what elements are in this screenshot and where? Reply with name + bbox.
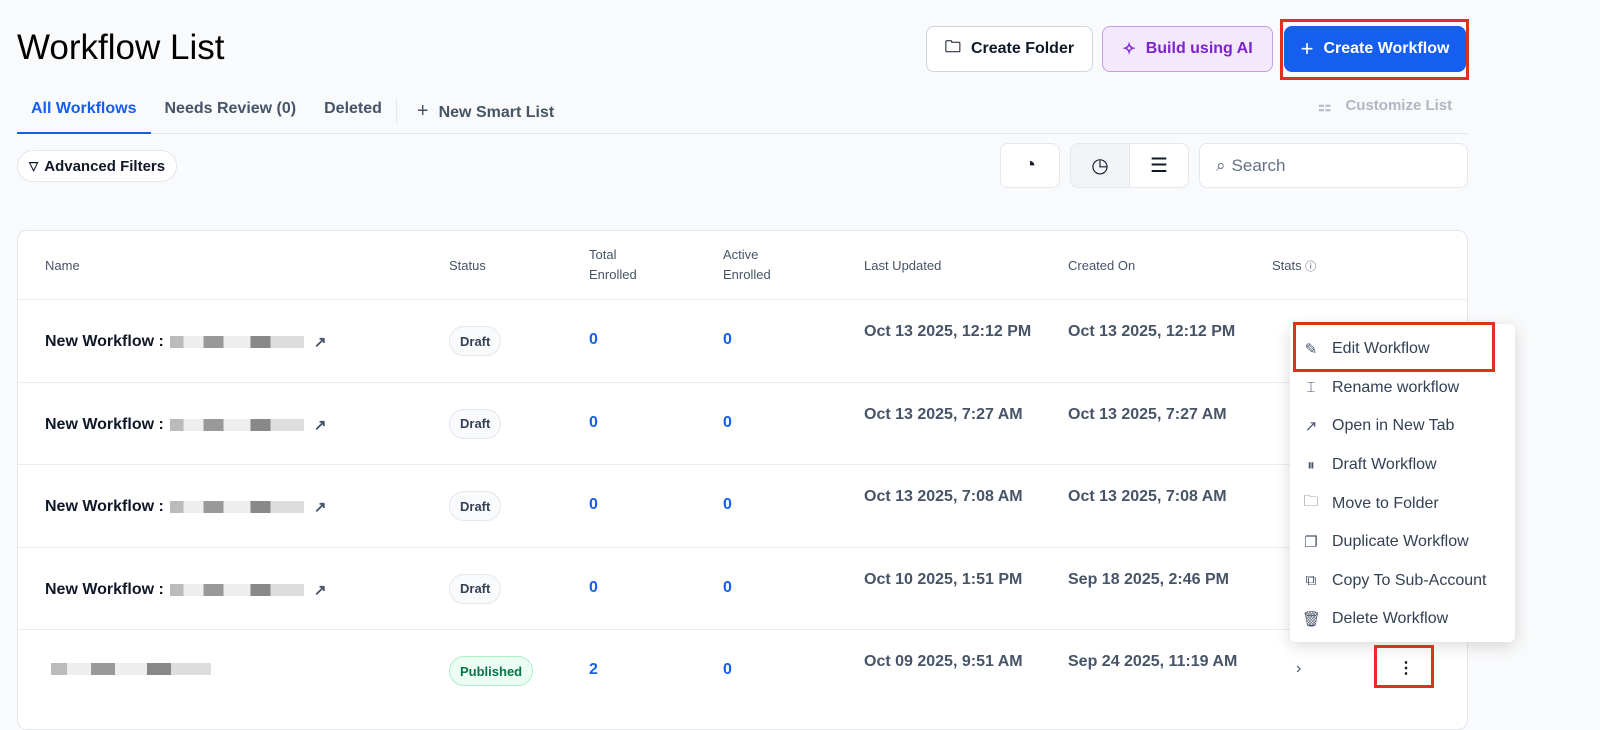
- created-on: Sep 18 2025, 2:46 PM: [1068, 570, 1229, 588]
- clock-view-button[interactable]: ◷: [1070, 143, 1130, 188]
- build-ai-button[interactable]: ✧ Build using AI: [1102, 26, 1273, 72]
- created-on: Sep 24 2025, 11:19 AM: [1068, 653, 1238, 670]
- status-badge: Draft: [449, 326, 502, 356]
- external-link-icon[interactable]: ↗: [313, 334, 327, 351]
- folder-check-icon: 🗀: [1303, 493, 1319, 511]
- created-on: Oct 13 2025, 7:27 AM: [1068, 405, 1227, 423]
- col-status[interactable]: Status: [449, 258, 486, 273]
- active-enrolled[interactable]: 0: [723, 331, 732, 348]
- workflow-table: Name Status Total Enrolled Active Enroll…: [17, 230, 1468, 730]
- rename-icon: ⌶: [1306, 379, 1316, 397]
- advanced-filters-button[interactable]: ▽ Advanced Filters: [17, 150, 178, 182]
- toggles-icon: ⚏: [1318, 98, 1332, 115]
- status-badge: Draft: [449, 491, 502, 521]
- col-active-enrolled[interactable]: Active Enrolled: [723, 247, 771, 282]
- workflow-name[interactable]: New Workflow : ↗: [45, 580, 327, 599]
- tab-needs-review[interactable]: Needs Review (0): [164, 100, 297, 117]
- col-stats[interactable]: Stats ⓘ: [1272, 258, 1317, 273]
- info-icon: ⓘ: [1305, 261, 1317, 273]
- tab-bar: All Workflows Needs Review (0) Deleted +…: [17, 90, 1468, 134]
- menu-item-delete-workflow[interactable]: 🗑 Delete Workflow: [1302, 610, 1449, 629]
- redacted-name: [169, 418, 304, 431]
- copy-icon: ⧉: [1305, 572, 1317, 590]
- status-badge: Draft: [449, 573, 502, 604]
- search-input[interactable]: ⌕ Search: [1199, 143, 1468, 188]
- clock-icon: ◷: [1091, 155, 1109, 177]
- workflow-context-menu: ✎ Edit Workflow ⌶ Rename workflow ↗ Open in N…: [1290, 324, 1515, 642]
- col-total-enrolled[interactable]: Total Enrolled: [589, 247, 637, 282]
- history-icon: ◔: [1023, 154, 1037, 176]
- menu-item-rename-workflow[interactable]: ⌶ Rename workflow: [1290, 369, 1515, 408]
- menu-item-open-in-new-tab[interactable]: ↗ Open in New Tab: [1290, 407, 1515, 446]
- external-link-icon[interactable]: ↗: [313, 416, 327, 434]
- duplicate-icon: ❐: [1304, 534, 1318, 552]
- workflow-name[interactable]: New Workflow : ↗: [45, 498, 327, 516]
- tab-deleted[interactable]: Deleted: [310, 98, 397, 124]
- redacted-name: [169, 336, 304, 348]
- table-row[interactable]: New Workflow : ↗ Draft 0 0 Oct 13 2025, 7…: [18, 381, 1467, 465]
- status-badge: Draft: [449, 408, 502, 439]
- status-badge: Published: [449, 656, 534, 686]
- trash-icon: 🗑: [1302, 611, 1322, 629]
- search-icon: ⌕: [1216, 155, 1226, 175]
- last-updated: Oct 13 2025, 12:12 PM: [864, 323, 1032, 340]
- active-enrolled[interactable]: 0: [723, 496, 732, 513]
- total-enrolled[interactable]: 0: [589, 496, 598, 513]
- pencil-icon: ✎: [1304, 341, 1318, 359]
- total-enrolled[interactable]: 0: [589, 578, 598, 596]
- sparkle-icon: ✧: [1122, 41, 1136, 58]
- col-name[interactable]: Name: [45, 258, 80, 273]
- total-enrolled[interactable]: 0: [589, 413, 598, 431]
- workflow-name[interactable]: New Workflow : ↗: [45, 333, 327, 351]
- workflow-name[interactable]: New Workflow : ↗: [45, 415, 327, 434]
- menu-item-copy-to-sub-account[interactable]: ⧉ Copy To Sub-Account: [1290, 562, 1515, 601]
- col-last-updated[interactable]: Last Updated: [864, 258, 942, 273]
- list-view-button[interactable]: ☰: [1129, 143, 1189, 188]
- last-updated: Oct 09 2025, 9:51 AM: [864, 653, 1023, 670]
- redacted-name: [169, 583, 304, 596]
- pause-circle-icon: ⏸: [1307, 456, 1315, 474]
- plus-icon: +: [416, 100, 429, 122]
- redacted-name: [51, 663, 211, 675]
- menu-item-move-to-folder[interactable]: 🗀 Move to Folder: [1290, 484, 1515, 523]
- active-enrolled[interactable]: 0: [723, 413, 732, 431]
- chevron-right-icon[interactable]: ›: [1296, 660, 1302, 677]
- new-smart-list-button[interactable]: + New Smart List: [416, 100, 555, 122]
- total-enrolled[interactable]: 2: [589, 661, 598, 678]
- list-icon: ☰: [1150, 155, 1168, 177]
- menu-item-duplicate-workflow[interactable]: ❐ Duplicate Workflow: [1290, 523, 1515, 562]
- table-row[interactable]: New Workflow : ↗ Draft 0 0 Oct 13 2025, 7…: [18, 464, 1467, 547]
- redacted-name: [169, 501, 304, 513]
- more-actions-button[interactable]: ⋮: [1398, 660, 1414, 677]
- create-folder-button[interactable]: 🗀 Create Folder: [926, 26, 1093, 72]
- created-on: Oct 13 2025, 12:12 PM: [1068, 323, 1236, 340]
- folder-icon: 🗀: [944, 38, 961, 56]
- menu-item-edit-workflow[interactable]: ✎ Edit Workflow: [1290, 330, 1515, 369]
- page-title: Workflow List: [17, 28, 225, 67]
- last-updated: Oct 10 2025, 1:51 PM: [864, 570, 1023, 588]
- tab-all-workflows[interactable]: All Workflows: [17, 90, 151, 134]
- active-enrolled[interactable]: 0: [723, 578, 732, 596]
- menu-item-draft-workflow[interactable]: ⏸ Draft Workflow: [1290, 446, 1515, 485]
- col-created-on[interactable]: Created On: [1068, 258, 1136, 273]
- created-on: Oct 13 2025, 7:08 AM: [1068, 488, 1227, 505]
- last-updated: Oct 13 2025, 7:08 AM: [864, 488, 1023, 505]
- table-row[interactable]: New Workflow : ↗ Draft 0 0 Oct 10 2025, 1…: [18, 546, 1467, 630]
- plus-icon: +: [1300, 36, 1314, 61]
- external-link-icon[interactable]: ↗: [313, 581, 327, 599]
- active-enrolled[interactable]: 0: [723, 661, 732, 678]
- total-enrolled[interactable]: 0: [589, 331, 598, 348]
- external-link-icon: ↗: [1304, 418, 1318, 436]
- external-link-icon[interactable]: ↗: [313, 499, 327, 516]
- table-row[interactable]: Published 2 0 Oct 09 2025, 9:51 AM Sep 2…: [18, 629, 1467, 712]
- workflow-name[interactable]: [45, 663, 211, 675]
- customize-list-button[interactable]: ⚏ Customize List: [1318, 97, 1453, 115]
- table-row[interactable]: New Workflow : ↗ Draft 0 0 Oct 13 2025, 1…: [18, 299, 1467, 382]
- last-updated: Oct 13 2025, 7:27 AM: [864, 405, 1023, 423]
- history-button[interactable]: ◔: [1000, 143, 1060, 188]
- filter-icon: ▽: [29, 159, 39, 173]
- create-workflow-button[interactable]: + Create Workflow: [1284, 26, 1466, 72]
